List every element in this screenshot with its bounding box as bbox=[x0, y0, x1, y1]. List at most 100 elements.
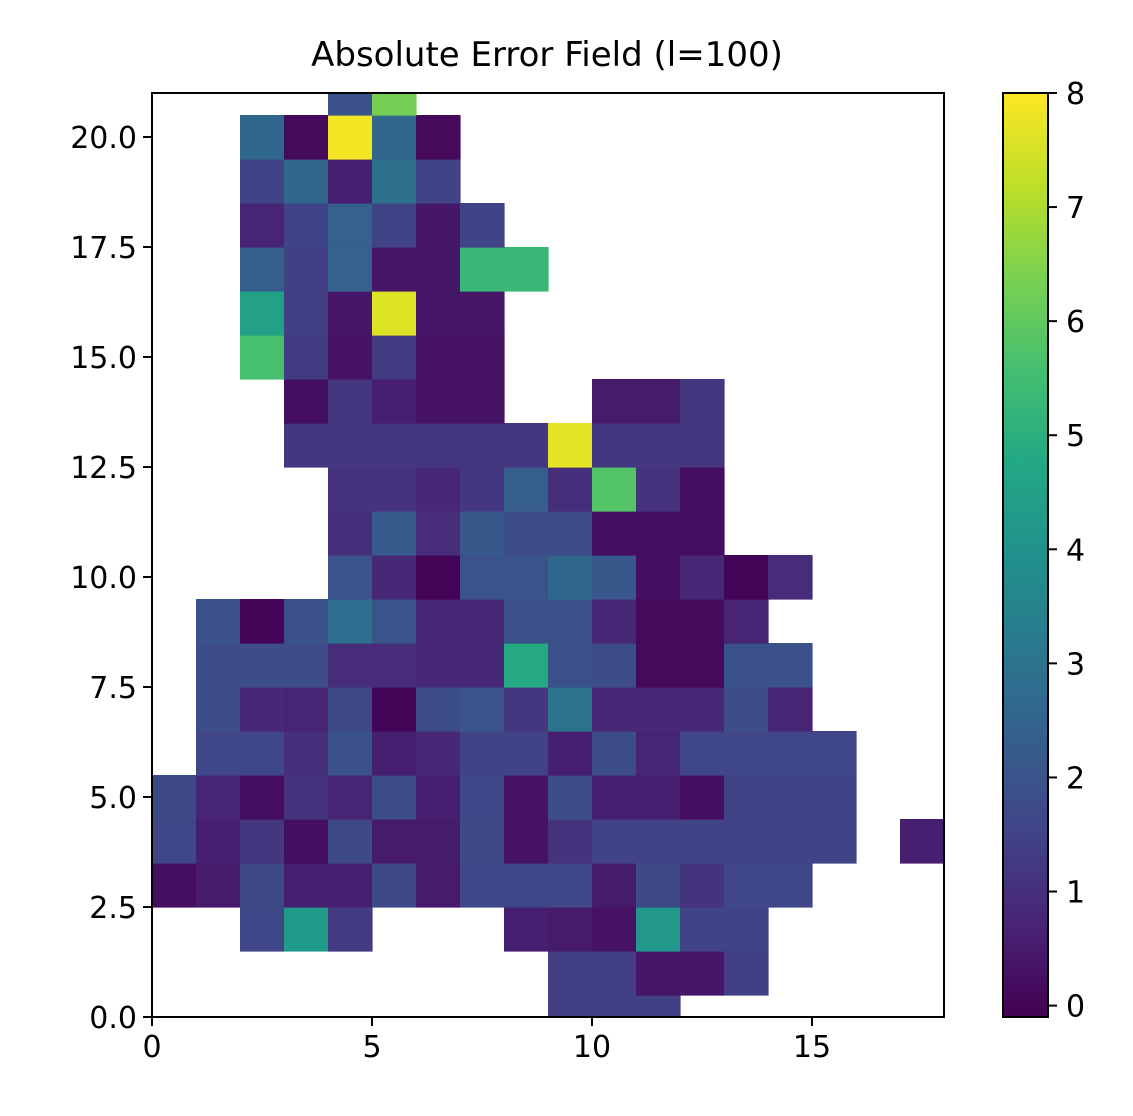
heatmap-cell bbox=[592, 951, 637, 996]
heatmap-cell bbox=[504, 687, 549, 732]
heatmap-cell bbox=[240, 863, 285, 908]
heatmap-cell bbox=[372, 555, 417, 600]
heatmap-cell bbox=[504, 599, 549, 644]
heatmap-cell bbox=[460, 555, 505, 600]
heatmap-cell bbox=[636, 643, 681, 688]
heatmap-cell bbox=[636, 775, 681, 820]
heatmap-cell bbox=[284, 203, 329, 248]
heatmap-cell bbox=[680, 511, 725, 556]
heatmap-cell bbox=[680, 467, 725, 512]
heatmap-cell bbox=[240, 203, 285, 248]
heatmap-cell bbox=[460, 599, 505, 644]
y-tick-label: 12.5 bbox=[70, 451, 137, 486]
y-tick-label: 15.0 bbox=[70, 341, 137, 376]
x-tick-label: 5 bbox=[362, 1030, 381, 1065]
heatmap-cell bbox=[592, 687, 637, 732]
heatmap-cell bbox=[724, 951, 769, 996]
heatmap-cell bbox=[636, 907, 681, 952]
heatmap-cell bbox=[504, 247, 549, 292]
heatmap-cell bbox=[240, 687, 285, 732]
heatmap-cell bbox=[680, 863, 725, 908]
heatmap-cell bbox=[724, 907, 769, 952]
heatmap-cell bbox=[284, 291, 329, 336]
heatmap-cell bbox=[460, 467, 505, 512]
heatmap-cell bbox=[372, 203, 417, 248]
heatmap-cell bbox=[372, 159, 417, 204]
heatmap-cell bbox=[328, 93, 373, 116]
heatmap-cell bbox=[460, 247, 505, 292]
x-tick-label: 10 bbox=[573, 1030, 611, 1065]
heatmap-cell bbox=[152, 819, 153, 864]
heatmap-cell bbox=[240, 115, 285, 160]
heatmap-cell bbox=[768, 863, 813, 908]
heatmap-cell bbox=[372, 775, 417, 820]
heatmap-cell bbox=[548, 687, 593, 732]
heatmap-cell bbox=[460, 379, 505, 424]
heatmap-cell bbox=[284, 247, 329, 292]
heatmap-cell bbox=[460, 335, 505, 380]
heatmap-cell bbox=[768, 819, 813, 864]
heatmap-cell bbox=[724, 555, 769, 600]
heatmap-cell bbox=[724, 863, 769, 908]
heatmap-cell bbox=[284, 687, 329, 732]
x-axis: 0 5 10 15 bbox=[142, 1017, 831, 1065]
heatmap-cell bbox=[724, 775, 769, 820]
colorbar-tick-label: 8 bbox=[1066, 77, 1085, 112]
heatmap-cell bbox=[372, 247, 417, 292]
heatmap-cell bbox=[240, 335, 285, 380]
heatmap-cell bbox=[460, 687, 505, 732]
heatmap-cell bbox=[680, 775, 725, 820]
heatmap-cell bbox=[240, 907, 285, 952]
heatmap-cell bbox=[504, 907, 549, 952]
heatmap-cell bbox=[328, 731, 373, 776]
heatmap-cell bbox=[460, 863, 505, 908]
heatmap-cell bbox=[636, 863, 681, 908]
heatmap-cell bbox=[284, 379, 329, 424]
heatmap-cell bbox=[592, 731, 637, 776]
heatmap-cell bbox=[196, 731, 241, 776]
heatmap-cell bbox=[680, 907, 725, 952]
heatmap-cell bbox=[592, 379, 637, 424]
y-axis: 0.0 2.5 5.0 7.5 10.0 12.5 15.0 17.5 20.0 bbox=[70, 121, 152, 1036]
heatmap-cell bbox=[636, 599, 681, 644]
heatmap-cell bbox=[372, 93, 417, 116]
heatmap-cell bbox=[284, 115, 329, 160]
heatmap-cell bbox=[240, 819, 285, 864]
colorbar-tick-label: 7 bbox=[1066, 191, 1085, 226]
heatmap-cell bbox=[768, 775, 813, 820]
heatmap-cell bbox=[372, 467, 417, 512]
heatmap-cell bbox=[240, 247, 285, 292]
heatmap-cell bbox=[284, 819, 329, 864]
heatmap-cell bbox=[240, 599, 285, 644]
heatmap-cell bbox=[328, 159, 373, 204]
heatmap-cell bbox=[372, 819, 417, 864]
heatmap-cell bbox=[504, 731, 549, 776]
heatmap-cell bbox=[504, 643, 549, 688]
heatmap-cell bbox=[416, 863, 461, 908]
heatmap-cell bbox=[724, 687, 769, 732]
heatmap-cell bbox=[196, 643, 241, 688]
heatmap-cell bbox=[328, 467, 373, 512]
colorbar-tick-label: 4 bbox=[1066, 533, 1085, 568]
heatmap-cell bbox=[460, 819, 505, 864]
heatmap-cell bbox=[636, 379, 681, 424]
heatmap-cell bbox=[680, 951, 725, 996]
heatmap-cell bbox=[548, 907, 593, 952]
heatmap-cell bbox=[328, 687, 373, 732]
heatmap-cell bbox=[768, 555, 813, 600]
colorbar-tick-label: 3 bbox=[1066, 647, 1085, 682]
heatmap-cell bbox=[548, 467, 593, 512]
heatmap-cell bbox=[636, 555, 681, 600]
heatmap-cell bbox=[592, 423, 637, 468]
heatmap-cell bbox=[460, 423, 505, 468]
heatmap-cell bbox=[152, 863, 197, 908]
heatmap-cell bbox=[680, 379, 725, 424]
heatmap-cell bbox=[548, 775, 593, 820]
heatmap-cell bbox=[548, 731, 593, 776]
heatmap-cell bbox=[328, 247, 373, 292]
heatmap-cell bbox=[416, 423, 461, 468]
heatmap-cell bbox=[328, 599, 373, 644]
heatmap-cell bbox=[592, 643, 637, 688]
heatmap-cell bbox=[416, 555, 461, 600]
heatmap-cell bbox=[372, 731, 417, 776]
